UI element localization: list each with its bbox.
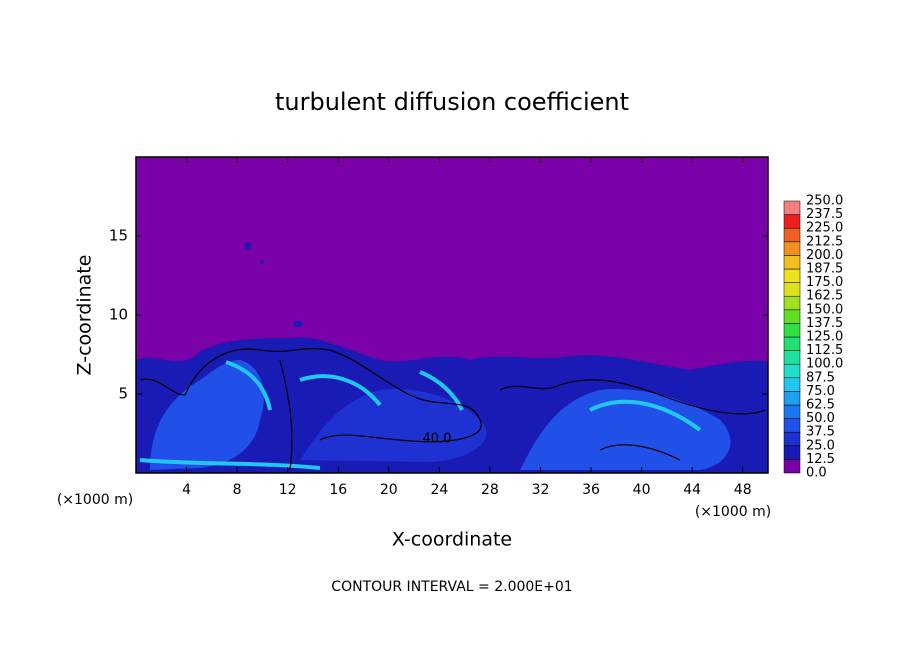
blob (245, 242, 251, 250)
colorbar-label: 212.5 (806, 234, 843, 249)
colorbar-label: 200.0 (806, 248, 843, 263)
colorbar-bin (783, 391, 801, 406)
x-tick-label: 20 (380, 482, 398, 498)
y-tick-label: 5 (118, 385, 128, 403)
colorbar-bin (783, 418, 801, 433)
x-tick-label: 24 (430, 482, 448, 498)
eddy (300, 389, 487, 462)
colorbar-bin (783, 336, 801, 351)
y-axis-label: Z-coordinate (74, 255, 96, 376)
x-tick-label: 40 (633, 482, 651, 498)
colorbar-label: 175.0 (806, 275, 843, 290)
eddy (150, 360, 264, 470)
colorbar-bin (783, 323, 801, 338)
contour-field (136, 157, 768, 473)
colorbar-label: 75.0 (806, 384, 835, 399)
x-axis-label: X-coordinate (392, 529, 512, 551)
colorbar-label: 237.5 (806, 207, 843, 222)
colorbar-bin (783, 309, 801, 324)
colorbar-bin (783, 295, 801, 311)
colorbar-bin (783, 350, 801, 365)
blob (260, 260, 264, 264)
x-tick-label: 8 (233, 482, 242, 498)
colorbar-bin (783, 268, 801, 283)
x-tick-label: 4 (182, 482, 191, 498)
colorbar-label: 37.5 (806, 425, 835, 440)
contour-label: 40.0 (423, 432, 452, 447)
x-tick-label: 44 (683, 482, 701, 498)
blob (293, 321, 303, 327)
x-tick-label: 12 (279, 482, 297, 498)
colorbar-bin (783, 377, 801, 392)
colorbar-label: 50.0 (806, 411, 835, 426)
colorbar-bin (783, 200, 801, 215)
colorbar-bin (783, 363, 801, 379)
colorbar-label: 25.0 (806, 438, 835, 453)
footer: CONTOUR INTERVAL = 2.000E+01 (331, 579, 572, 595)
contour-line (139, 347, 766, 471)
colorbar-label: 87.5 (806, 370, 835, 385)
x-unit: (×1000 m) (695, 504, 771, 520)
colorbar-label: 112.5 (806, 343, 843, 358)
colorbar-bin (783, 255, 801, 270)
x-tick-label: 32 (532, 482, 550, 498)
y-tick-label: 15 (109, 227, 128, 245)
chart-title: turbulent diffusion coefficient (275, 88, 629, 116)
colorbar-bin (783, 431, 801, 447)
colorbar-label: 100.0 (806, 357, 843, 372)
x-tick-label: 48 (734, 482, 752, 498)
colorbar-label: 225.0 (806, 221, 843, 236)
y-tick-label: 10 (109, 306, 128, 324)
colorbar-label: 250.0 (806, 194, 843, 209)
x-tick-label: 16 (329, 482, 347, 498)
colorbar-label: 162.5 (806, 289, 843, 304)
x-tick-label: 36 (582, 482, 600, 498)
colorbar-bin (783, 282, 801, 297)
colorbar-bin (783, 445, 801, 460)
eddy (520, 389, 731, 470)
colorbar-bin (783, 227, 801, 243)
cyan-streak (139, 360, 702, 470)
colorbar-label: 125.0 (806, 330, 843, 345)
colorbar-label: 187.5 (806, 262, 843, 277)
colorbar-label: 137.5 (806, 316, 843, 331)
colorbar-bin (783, 214, 801, 229)
colorbar-label: 150.0 (806, 302, 843, 317)
colorbar-bin (783, 241, 801, 256)
colorbar-label: 12.5 (806, 452, 835, 467)
colorbar-label: 0.0 (806, 466, 827, 481)
x-tick-label: 28 (481, 482, 499, 498)
colorbar-bin (783, 404, 801, 419)
y-unit: (×1000 m) (57, 492, 133, 508)
colorbar-label: 62.5 (806, 398, 835, 413)
colorbar-bin (783, 459, 801, 474)
